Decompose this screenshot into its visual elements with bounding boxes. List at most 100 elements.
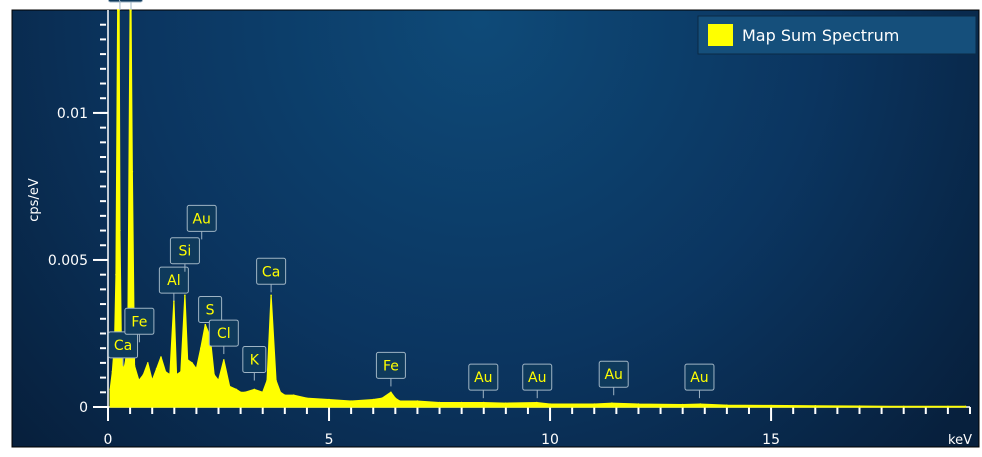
spectrum-point: [279, 391, 282, 394]
x-tick-label: 5: [325, 432, 334, 448]
y-tick-label: 0: [79, 400, 88, 416]
peak-label-text: Si: [179, 244, 192, 260]
peak-label-box: [124, 307, 155, 335]
peak-label-text: Fe: [383, 358, 399, 374]
spectrum-point: [239, 391, 242, 394]
legend-entry: Map Sum Spectrum: [742, 26, 899, 45]
peak-label-text: Au: [474, 370, 492, 386]
peak-label-text: Ca: [114, 338, 132, 354]
peak-label-text: Au: [690, 370, 708, 386]
spectrum-point: [195, 368, 198, 370]
spectrum-point: [122, 370, 125, 373]
legend-swatch: [708, 24, 733, 46]
spectrum-point: [482, 401, 485, 404]
spectrum-point: [142, 373, 145, 376]
spectrum-point: [284, 394, 286, 397]
spectrum-point: [270, 294, 272, 297]
spectrum-point: [253, 388, 256, 391]
spectrum-point: [147, 362, 149, 364]
spectrum-point: [169, 373, 171, 376]
legend: Map Sum Spectrum: [697, 15, 977, 55]
spectrum-point: [681, 403, 684, 406]
y-tick-label: 0.005: [48, 253, 88, 269]
spectrum-point: [292, 394, 295, 397]
spectrum-point: [200, 347, 202, 350]
peak-label-box: [186, 204, 217, 232]
peak-label-au: Au: [598, 360, 629, 396]
spectrum-point: [726, 404, 728, 407]
spectrum-point: [394, 397, 397, 400]
spectrum-point: [505, 402, 507, 405]
peak-label-au: Au: [468, 363, 499, 399]
peak-label-au: Au: [186, 204, 217, 240]
spectrum-point: [637, 403, 640, 405]
spectrum-point: [261, 391, 264, 394]
peak-label-box: [684, 363, 715, 391]
peak-label-au: Au: [684, 363, 715, 399]
spectrum-point: [119, 229, 121, 232]
spectrum-point: [175, 373, 178, 376]
spectrum-point: [217, 379, 220, 382]
peak-label-fe: Fe: [124, 307, 155, 343]
spectrum-point: [399, 400, 401, 402]
peak-label-o: O: [118, 0, 143, 10]
spectrum-point: [160, 356, 162, 358]
peak-label-box: [375, 351, 406, 379]
spectrum-point: [438, 401, 441, 404]
spectrum-point: [699, 403, 702, 405]
spectrum-point: [204, 323, 207, 326]
y-axis-label: cps/eV: [27, 178, 42, 222]
spectrum-point: [111, 370, 114, 373]
spectrum-point: [244, 391, 246, 394]
spectrum-point: [151, 379, 153, 382]
peak-label-box: [169, 237, 200, 265]
spectrum-point: [213, 373, 215, 376]
spectrum-point: [328, 398, 330, 401]
spectrum-point: [390, 391, 392, 394]
spectrum-point: [416, 400, 419, 402]
spectrum-point: [306, 397, 308, 400]
peak-label-box: [598, 360, 629, 388]
peak-label-text: S: [206, 303, 215, 319]
spectrum-point: [235, 388, 237, 391]
peak-label-box: [522, 363, 553, 391]
spectrum-point: [593, 403, 596, 405]
peak-label-box: [256, 257, 287, 285]
peak-label-text: Fe: [131, 314, 147, 330]
peak-label-box: [158, 266, 189, 294]
peak-label-fe: Fe: [375, 351, 406, 387]
spectrum-point: [115, 273, 117, 276]
peak-label-cl: Cl: [208, 319, 239, 355]
spectrum-point: [131, 170, 134, 173]
spectrum-point: [155, 368, 158, 370]
peak-label-text: Au: [528, 370, 546, 386]
spectrum-point: [947, 405, 949, 408]
spectrum-point: [858, 405, 861, 407]
spectrum-point: [549, 403, 551, 405]
x-tick-label: 15: [762, 432, 780, 448]
peak-label-text: Au: [604, 367, 622, 383]
legend-box: [697, 15, 977, 55]
spectrum-point: [964, 405, 967, 408]
spectrum-point: [109, 388, 111, 391]
spectrum-point: [275, 379, 277, 382]
peak-label-box: [118, 0, 143, 3]
spectrum-point: [770, 404, 772, 407]
spectrum-point: [372, 398, 375, 401]
peak-label-box: [108, 331, 139, 359]
spectrum-point: [138, 379, 140, 382]
spectrum-point: [350, 400, 352, 402]
spectrum-point: [902, 405, 905, 408]
spectrum-point: [228, 385, 231, 388]
peak-label-ca: Ca: [256, 257, 287, 293]
peak-label-ca: Ca: [108, 331, 139, 366]
x-tick-label: 0: [104, 432, 113, 448]
spectrum-point: [116, 9, 119, 11]
peak-label-au: Au: [522, 363, 553, 399]
peak-label-al: Al: [158, 266, 189, 302]
spectrum-point: [266, 379, 268, 382]
peak-label-text: Al: [167, 273, 180, 289]
spectrum-point: [223, 359, 225, 361]
